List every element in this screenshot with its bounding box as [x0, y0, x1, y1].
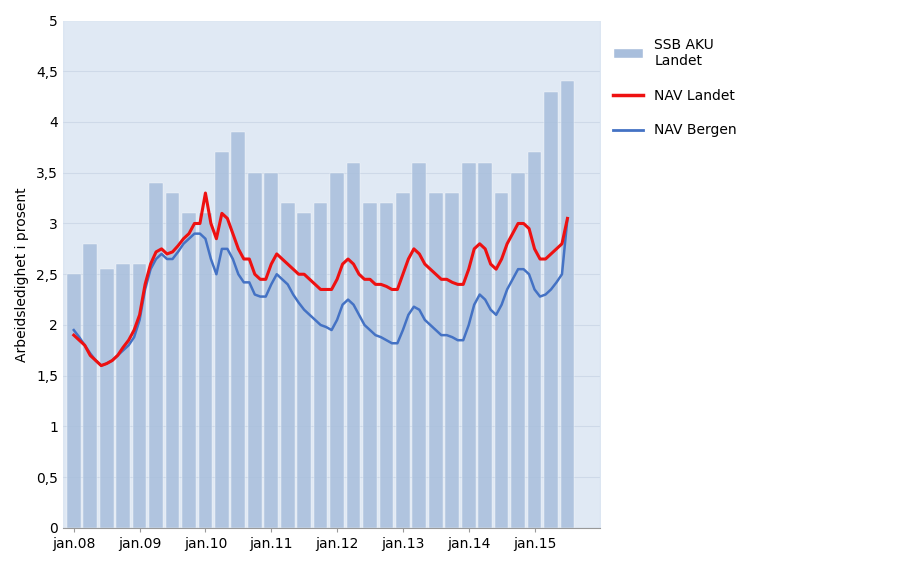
Bar: [363, 203, 377, 528]
Bar: [462, 162, 476, 528]
Bar: [297, 213, 311, 528]
Bar: [331, 173, 344, 528]
Bar: [479, 162, 492, 528]
Bar: [215, 152, 229, 528]
Bar: [446, 193, 459, 528]
Y-axis label: Arbeidsledighet i prosent: Arbeidsledighet i prosent: [15, 187, 29, 362]
Bar: [560, 82, 575, 528]
Bar: [347, 162, 360, 528]
Bar: [84, 244, 97, 528]
Bar: [281, 203, 294, 528]
Bar: [396, 193, 410, 528]
Bar: [232, 132, 245, 528]
Bar: [165, 193, 180, 528]
Bar: [495, 193, 508, 528]
Legend: SSB AKU
Landet, NAV Landet, NAV Bergen: SSB AKU Landet, NAV Landet, NAV Bergen: [613, 37, 737, 138]
Bar: [429, 193, 443, 528]
Bar: [100, 269, 114, 528]
Bar: [528, 152, 541, 528]
Bar: [511, 173, 525, 528]
Bar: [149, 183, 163, 528]
Bar: [116, 264, 130, 528]
Bar: [412, 162, 426, 528]
Bar: [248, 173, 262, 528]
Bar: [183, 213, 196, 528]
Bar: [314, 203, 328, 528]
Bar: [199, 213, 212, 528]
Bar: [544, 92, 558, 528]
Bar: [264, 173, 278, 528]
Bar: [380, 203, 393, 528]
Bar: [133, 264, 146, 528]
Bar: [67, 275, 81, 528]
